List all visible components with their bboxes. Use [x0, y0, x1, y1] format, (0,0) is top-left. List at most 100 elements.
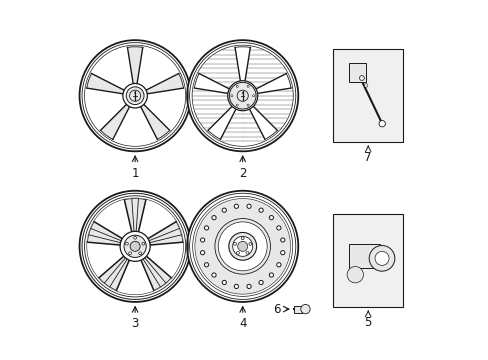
Circle shape — [80, 40, 190, 151]
Polygon shape — [113, 109, 156, 143]
Circle shape — [120, 231, 150, 261]
Circle shape — [133, 236, 136, 239]
Text: 2: 2 — [239, 167, 246, 180]
Circle shape — [84, 45, 185, 146]
Circle shape — [139, 252, 142, 255]
Text: 6: 6 — [273, 303, 281, 316]
Circle shape — [200, 238, 204, 242]
Circle shape — [269, 273, 273, 277]
Circle shape — [124, 235, 146, 257]
Circle shape — [142, 242, 144, 245]
Bar — [348, 244, 380, 268]
Polygon shape — [88, 88, 124, 129]
Circle shape — [276, 226, 281, 230]
Circle shape — [234, 284, 238, 288]
Circle shape — [236, 251, 239, 254]
Circle shape — [200, 251, 204, 255]
Circle shape — [248, 242, 251, 245]
Polygon shape — [99, 256, 129, 291]
Polygon shape — [145, 88, 182, 129]
Polygon shape — [249, 106, 277, 139]
Circle shape — [276, 263, 281, 267]
Text: 7: 7 — [364, 151, 371, 164]
Polygon shape — [146, 73, 183, 94]
Circle shape — [246, 85, 248, 87]
Circle shape — [246, 204, 251, 208]
Bar — [348, 63, 366, 82]
Circle shape — [368, 246, 394, 271]
Circle shape — [269, 216, 273, 220]
Polygon shape — [137, 49, 177, 89]
Circle shape — [222, 280, 226, 285]
Circle shape — [192, 45, 293, 146]
Circle shape — [374, 251, 388, 265]
Circle shape — [229, 82, 256, 109]
Circle shape — [218, 222, 266, 271]
Circle shape — [130, 241, 140, 251]
Bar — [293, 306, 301, 313]
Circle shape — [233, 242, 236, 245]
Circle shape — [211, 216, 216, 220]
Polygon shape — [235, 47, 250, 81]
Circle shape — [364, 84, 367, 87]
Circle shape — [280, 238, 285, 242]
Circle shape — [300, 305, 309, 314]
Circle shape — [245, 251, 248, 254]
Circle shape — [252, 95, 254, 97]
Circle shape — [246, 284, 251, 288]
Circle shape — [187, 40, 298, 151]
Polygon shape — [87, 73, 124, 94]
Circle shape — [236, 104, 238, 106]
Polygon shape — [87, 222, 122, 245]
Circle shape — [241, 237, 244, 240]
Circle shape — [280, 251, 285, 255]
Circle shape — [234, 204, 238, 208]
Circle shape — [192, 196, 292, 296]
Circle shape — [204, 226, 208, 230]
Circle shape — [134, 92, 136, 94]
Polygon shape — [148, 222, 183, 245]
Circle shape — [230, 95, 232, 97]
Circle shape — [378, 121, 385, 127]
Polygon shape — [124, 199, 145, 232]
Circle shape — [259, 208, 263, 212]
Text: 1: 1 — [131, 167, 139, 180]
Circle shape — [232, 236, 252, 256]
Circle shape — [246, 104, 248, 106]
Polygon shape — [141, 104, 169, 139]
Circle shape — [242, 93, 243, 94]
Circle shape — [126, 87, 144, 105]
Polygon shape — [101, 104, 129, 139]
Circle shape — [122, 84, 147, 108]
Circle shape — [128, 252, 131, 255]
Circle shape — [214, 219, 270, 274]
Text: 5: 5 — [364, 316, 371, 329]
Polygon shape — [141, 256, 171, 291]
Polygon shape — [255, 73, 290, 94]
Circle shape — [237, 90, 248, 101]
Bar — [333, 49, 403, 142]
Circle shape — [187, 191, 298, 302]
Circle shape — [204, 263, 208, 267]
Polygon shape — [127, 47, 142, 84]
Text: 4: 4 — [239, 318, 246, 330]
Circle shape — [227, 81, 257, 111]
Circle shape — [222, 208, 226, 212]
Circle shape — [125, 242, 128, 245]
Text: 3: 3 — [131, 318, 139, 330]
Circle shape — [84, 196, 185, 297]
Circle shape — [211, 273, 216, 277]
Circle shape — [236, 85, 238, 87]
Bar — [333, 214, 403, 307]
Circle shape — [80, 191, 190, 302]
Circle shape — [359, 76, 364, 80]
Circle shape — [228, 233, 256, 260]
Polygon shape — [93, 49, 133, 89]
Circle shape — [195, 199, 290, 294]
Circle shape — [259, 280, 263, 285]
Polygon shape — [208, 106, 236, 139]
Circle shape — [346, 266, 363, 283]
Circle shape — [129, 90, 141, 101]
Polygon shape — [194, 73, 229, 94]
Circle shape — [237, 241, 247, 251]
